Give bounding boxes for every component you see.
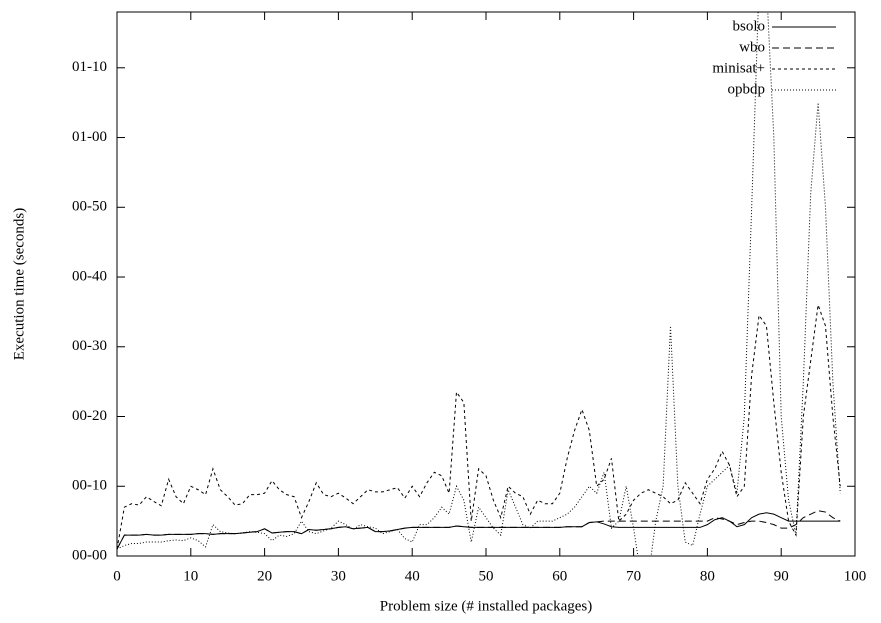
y-axis-label: Execution time (seconds): [11, 208, 27, 360]
y-tick-label: 00-50: [72, 199, 107, 215]
series-line: [117, 512, 841, 550]
y-tick-label: 00-00: [72, 547, 107, 563]
y-tick-label: 01-00: [72, 129, 107, 145]
x-tick-label: 70: [626, 568, 641, 584]
x-tick-label: 80: [700, 568, 715, 584]
x-tick-label: 90: [774, 568, 789, 584]
y-tick-label: 00-10: [72, 478, 107, 494]
x-tick-label: 40: [405, 568, 420, 584]
y-tick-label: 00-40: [72, 268, 107, 284]
x-tick-label: 20: [257, 568, 272, 584]
x-tick-label: 10: [183, 568, 198, 584]
y-tick-label: 01-10: [72, 59, 107, 75]
series-line: [117, 304, 841, 550]
y-tick-label: 00-30: [72, 338, 107, 354]
legend-label: minisat+: [712, 60, 765, 76]
legend-label: bsolo: [732, 18, 765, 34]
legend-label: opbdp: [728, 81, 766, 97]
series-line: [117, 510, 841, 550]
x-tick-label: 100: [844, 568, 867, 584]
y-tick-label: 00-20: [72, 408, 107, 424]
x-tick-label: 60: [552, 568, 567, 584]
series-line: [117, 12, 841, 556]
x-tick-label: 0: [113, 568, 121, 584]
x-tick-label: 30: [331, 568, 346, 584]
plot-lines: [117, 12, 841, 556]
legend-label: wbo: [739, 39, 765, 55]
x-tick-label: 50: [479, 568, 494, 584]
x-axis-label: Problem size (# installed packages): [380, 598, 592, 614]
